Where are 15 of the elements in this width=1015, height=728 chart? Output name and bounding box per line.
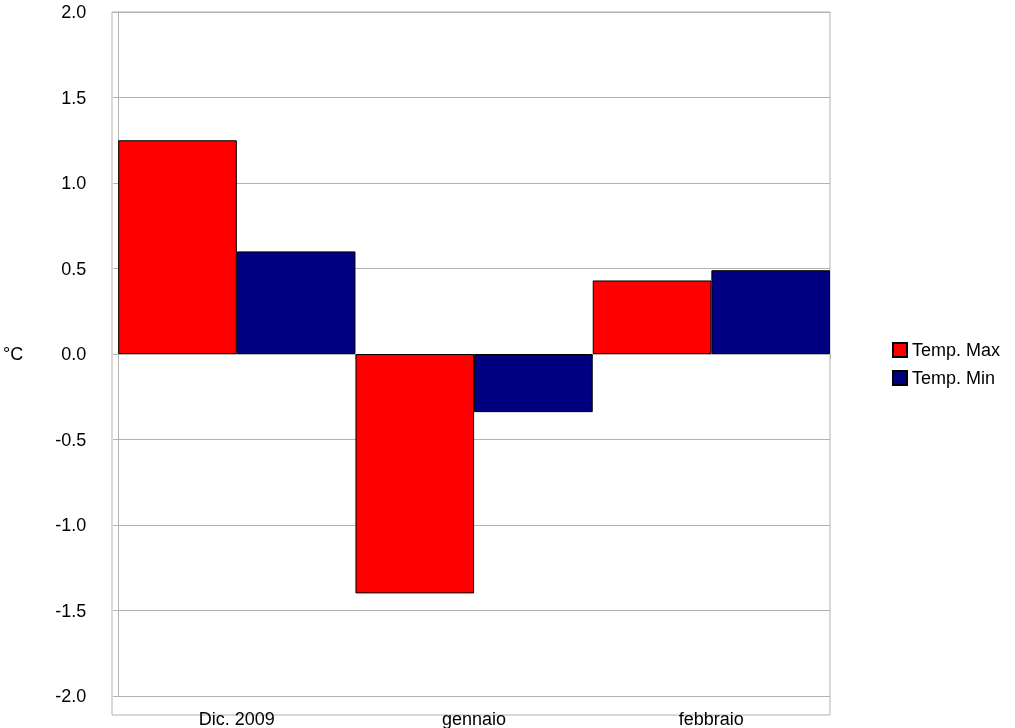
x-tick-label: febbraio	[678, 709, 744, 728]
y-tick-label: -1.5	[55, 600, 87, 621]
x-tick-label: Dic. 2009	[198, 709, 275, 728]
y-axis-title: °C	[2, 344, 24, 364]
legend-label: Temp. Min	[911, 368, 996, 388]
legend-label: Temp. Max	[911, 340, 1001, 360]
y-tick-label: 0.5	[61, 258, 87, 279]
y-tick-label: -0.5	[55, 429, 87, 450]
y-tick-label: 2.0	[61, 2, 87, 22]
y-tick-label: -1.0	[55, 515, 87, 535]
y-tick-label: 0.0	[61, 344, 87, 364]
x-tick-label: gennaio	[442, 709, 507, 728]
y-tick-label: 1.5	[61, 87, 87, 108]
y-tick-label: -2.0	[55, 686, 87, 706]
y-tick-label: 1.0	[61, 173, 87, 193]
